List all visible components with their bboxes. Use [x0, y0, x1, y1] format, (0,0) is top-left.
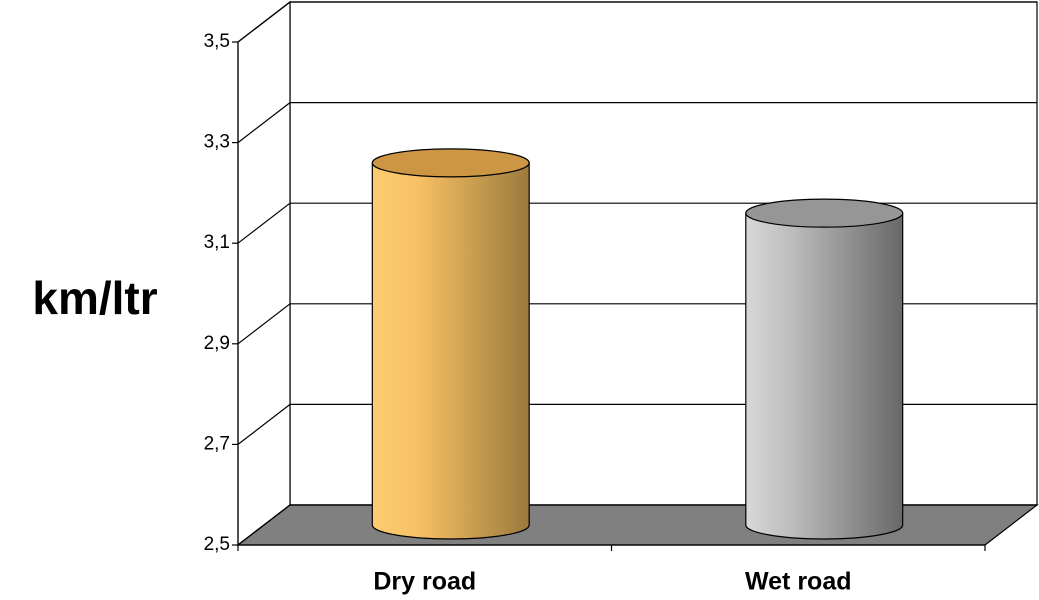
floor: [236, 504, 1039, 546]
grid-line: [237, 504, 291, 546]
grid-line: [237, 102, 291, 144]
y-tick-label: 3,5: [204, 31, 230, 52]
bar-top: [745, 198, 904, 228]
bar: [745, 212, 904, 540]
grid-line: [237, 403, 291, 445]
y-tick-label: 2,5: [204, 534, 230, 555]
y-tick-label: 2,7: [204, 433, 230, 454]
y-tick-label: 3,3: [204, 132, 230, 153]
grid-line: [237, 303, 291, 345]
y-tick-label: 2,9: [204, 333, 230, 354]
x-tick-label: Wet road: [745, 568, 852, 596]
y-axis-label: km/ltr: [32, 272, 157, 324]
bar-top: [371, 148, 530, 178]
y-tick-label: 3,1: [204, 232, 230, 253]
x-tick-label: Dry road: [373, 568, 476, 596]
bar: [371, 162, 530, 540]
grid-line: [237, 202, 291, 244]
side-wall: [237, 0, 291, 547]
grid-line: [237, 1, 291, 43]
